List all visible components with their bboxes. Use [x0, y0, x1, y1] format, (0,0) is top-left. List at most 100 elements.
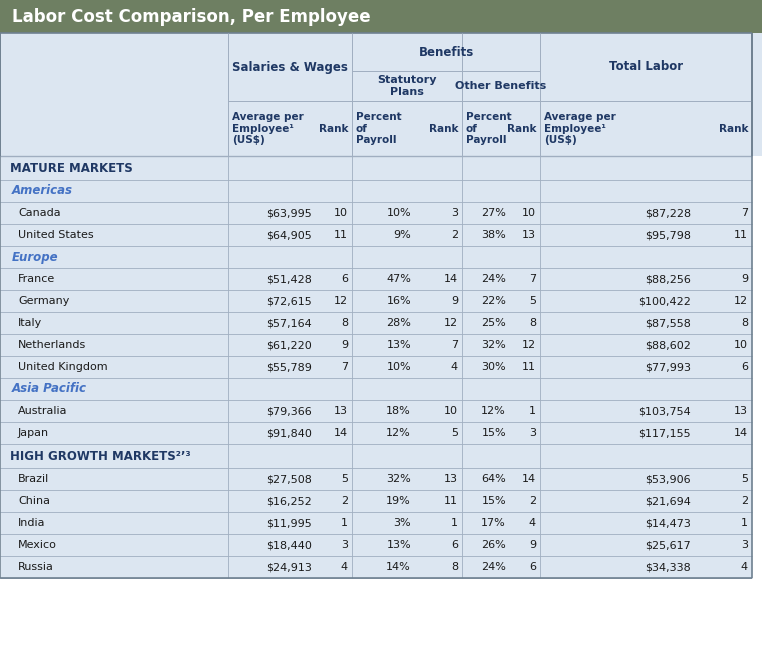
Text: 12%: 12%: [386, 428, 411, 438]
Text: United Kingdom: United Kingdom: [18, 362, 107, 372]
Text: $87,558: $87,558: [645, 318, 691, 328]
Text: $61,220: $61,220: [266, 340, 312, 350]
Text: 5: 5: [341, 474, 348, 484]
Text: 30%: 30%: [482, 362, 506, 372]
Bar: [1, 534, 752, 556]
Bar: [1, 180, 752, 202]
Text: 4: 4: [529, 518, 536, 528]
Text: Germany: Germany: [18, 296, 69, 306]
Bar: [1, 290, 752, 312]
Text: Rank: Rank: [507, 123, 536, 134]
Text: 2: 2: [451, 230, 458, 240]
Bar: [1, 468, 752, 490]
Text: Brazil: Brazil: [18, 474, 50, 484]
Bar: [1, 490, 752, 512]
Text: 5: 5: [529, 296, 536, 306]
Text: 4: 4: [341, 562, 348, 572]
Text: $55,789: $55,789: [266, 362, 312, 372]
Text: 13: 13: [522, 230, 536, 240]
Text: 5: 5: [451, 428, 458, 438]
Text: 9%: 9%: [393, 230, 411, 240]
Text: 3%: 3%: [393, 518, 411, 528]
Text: 12: 12: [444, 318, 458, 328]
Text: 7: 7: [741, 208, 748, 218]
Text: Benefits: Benefits: [418, 46, 474, 59]
Text: $100,422: $100,422: [638, 296, 691, 306]
Text: $88,256: $88,256: [645, 274, 691, 284]
Text: 10%: 10%: [386, 362, 411, 372]
Text: 2: 2: [741, 496, 748, 506]
Text: 5: 5: [741, 474, 748, 484]
Text: 14: 14: [734, 428, 748, 438]
Text: 9: 9: [741, 274, 748, 284]
Text: 7: 7: [451, 340, 458, 350]
Text: 3: 3: [529, 428, 536, 438]
Text: Other Benefits: Other Benefits: [456, 81, 546, 91]
Text: $88,602: $88,602: [645, 340, 691, 350]
Text: 11: 11: [334, 230, 348, 240]
Text: 15%: 15%: [482, 428, 506, 438]
Text: Rank: Rank: [428, 123, 458, 134]
Text: Canada: Canada: [18, 208, 61, 218]
Text: $11,995: $11,995: [266, 518, 312, 528]
Text: 25%: 25%: [482, 318, 506, 328]
Text: 11: 11: [522, 362, 536, 372]
Text: 3: 3: [451, 208, 458, 218]
Bar: [1, 246, 752, 268]
Text: 10: 10: [444, 406, 458, 416]
Text: Statutory
Plans: Statutory Plans: [377, 75, 437, 97]
Text: Percent
of
Payroll: Percent of Payroll: [466, 112, 511, 145]
Text: 12%: 12%: [482, 406, 506, 416]
Text: MATURE MARKETS: MATURE MARKETS: [10, 161, 133, 175]
Text: 27%: 27%: [481, 208, 506, 218]
Text: 13: 13: [444, 474, 458, 484]
Bar: [1, 312, 752, 334]
Text: United States: United States: [18, 230, 94, 240]
Text: 4: 4: [741, 562, 748, 572]
Text: $87,228: $87,228: [645, 208, 691, 218]
Text: India: India: [18, 518, 46, 528]
Bar: [0, 0, 762, 33]
Text: $51,428: $51,428: [266, 274, 312, 284]
Text: 64%: 64%: [482, 474, 506, 484]
Text: 14: 14: [522, 474, 536, 484]
Text: $64,905: $64,905: [266, 230, 312, 240]
Text: 8: 8: [529, 318, 536, 328]
Text: 13%: 13%: [386, 540, 411, 550]
Text: 1: 1: [451, 518, 458, 528]
Text: $63,995: $63,995: [266, 208, 312, 218]
Text: Salaries & Wages: Salaries & Wages: [232, 61, 348, 74]
Text: 18%: 18%: [386, 406, 411, 416]
Text: 8: 8: [341, 318, 348, 328]
Text: 22%: 22%: [481, 296, 506, 306]
Text: $34,338: $34,338: [645, 562, 691, 572]
Text: 10: 10: [734, 340, 748, 350]
Text: HIGH GROWTH MARKETS²’³: HIGH GROWTH MARKETS²’³: [10, 450, 190, 462]
Text: 32%: 32%: [482, 340, 506, 350]
Text: 10: 10: [334, 208, 348, 218]
Bar: [1, 556, 752, 578]
Text: 14: 14: [334, 428, 348, 438]
Text: 10: 10: [522, 208, 536, 218]
Text: 3: 3: [341, 540, 348, 550]
Text: $72,615: $72,615: [266, 296, 312, 306]
Text: France: France: [18, 274, 56, 284]
Text: 14: 14: [444, 274, 458, 284]
Text: $14,473: $14,473: [645, 518, 691, 528]
Bar: [1, 378, 752, 400]
Text: Europe: Europe: [12, 250, 59, 264]
Text: Labor Cost Comparison, Per Employee: Labor Cost Comparison, Per Employee: [12, 8, 370, 26]
Text: 15%: 15%: [482, 496, 506, 506]
Bar: [1, 400, 752, 422]
Text: Mexico: Mexico: [18, 540, 57, 550]
Bar: [1, 202, 752, 224]
Bar: [1, 334, 752, 356]
Text: 11: 11: [444, 496, 458, 506]
Text: Australia: Australia: [18, 406, 68, 416]
Text: 11: 11: [734, 230, 748, 240]
Text: $95,798: $95,798: [645, 230, 691, 240]
Text: Percent
of
Payroll: Percent of Payroll: [356, 112, 402, 145]
Text: 24%: 24%: [481, 274, 506, 284]
Text: 8: 8: [451, 562, 458, 572]
Text: Japan: Japan: [18, 428, 49, 438]
